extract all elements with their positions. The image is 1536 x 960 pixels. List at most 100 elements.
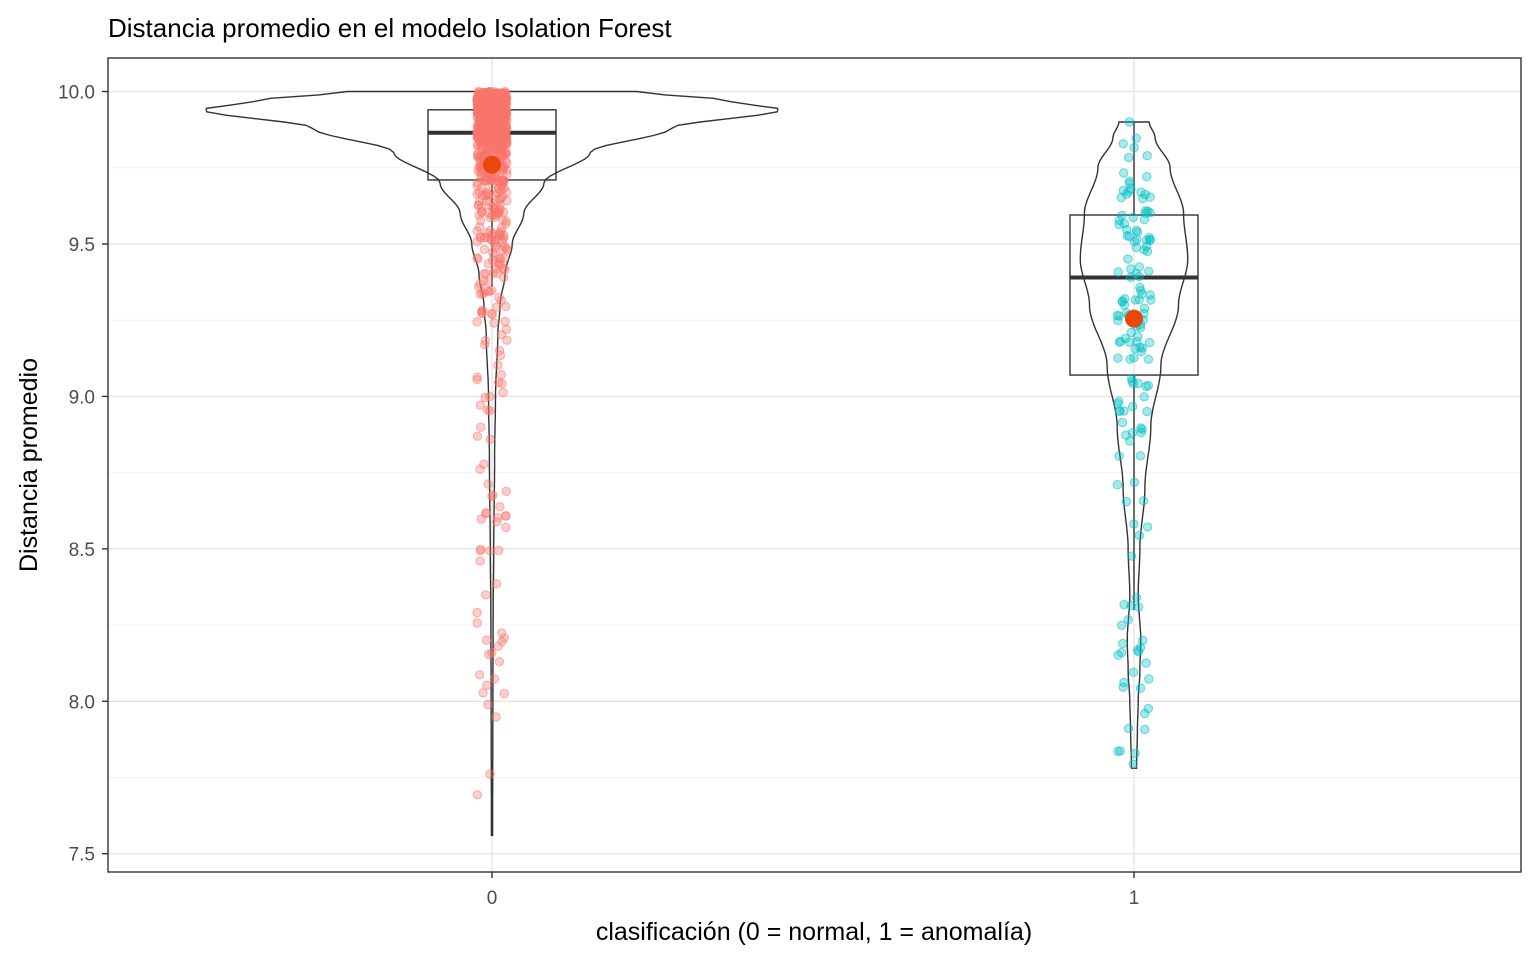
jitter-point-1 — [1141, 658, 1151, 668]
jitter-point-0 — [479, 142, 489, 153]
jitter-point-0 — [475, 289, 485, 299]
jitter-point-0 — [495, 502, 505, 512]
jitter-point-1 — [1112, 480, 1123, 490]
jitter-point-1 — [1134, 295, 1144, 305]
jitter-point-1 — [1142, 406, 1152, 417]
jitter-point-1 — [1132, 227, 1143, 237]
jitter-point-0 — [477, 307, 487, 318]
jitter-point-0 — [483, 699, 493, 710]
jitter-point-0 — [499, 183, 509, 193]
jitter-point-1 — [1127, 551, 1137, 561]
jitter-point-1 — [1145, 192, 1155, 202]
jitter-point-1 — [1135, 342, 1145, 352]
jitter-point-1 — [1119, 168, 1129, 178]
jitter-point-0 — [495, 350, 506, 361]
jitter-point-0 — [494, 657, 505, 667]
x-axis-title: clasificación (0 = normal, 1 = anomalía) — [596, 918, 1032, 946]
jitter-point-1 — [1132, 337, 1142, 347]
jitter-point-1 — [1146, 295, 1156, 305]
jitter-point-0 — [475, 400, 485, 410]
jitter-point-1 — [1140, 206, 1151, 216]
jitter-point-0 — [472, 253, 482, 263]
jitter-point-0 — [482, 680, 492, 690]
jitter-point-0 — [500, 137, 510, 147]
jitter-point-1 — [1127, 401, 1138, 412]
jitter-point-0 — [472, 607, 482, 618]
jitter-point-1 — [1139, 392, 1149, 402]
jitter-point-0 — [482, 228, 492, 238]
jitter-point-1 — [1129, 477, 1140, 488]
jitter-point-1 — [1138, 635, 1148, 646]
jitter-point-0 — [494, 231, 504, 241]
y-tick-label: 8.0 — [69, 692, 95, 713]
jitter-point-0 — [474, 670, 485, 680]
mean-points — [483, 155, 1143, 328]
jitter-point-1 — [1117, 620, 1127, 630]
jitter-point-1 — [1114, 451, 1124, 461]
jitter-point-0 — [472, 790, 483, 800]
jitter-point-0 — [502, 335, 512, 345]
jitter-point-0 — [491, 579, 502, 589]
jitter-point-1 — [1135, 683, 1146, 693]
jitter-point-0 — [500, 316, 510, 327]
jitter-point-0 — [499, 103, 509, 113]
jitter-point-0 — [496, 137, 507, 148]
jitter-point-1 — [1135, 451, 1146, 461]
jitter-point-0 — [493, 360, 503, 370]
jitter-point-1 — [1114, 215, 1125, 226]
jitter-point-1 — [1118, 638, 1128, 649]
jitter-point-0 — [476, 514, 486, 524]
jitter-point-0 — [480, 268, 491, 279]
jitter-point-1 — [1142, 172, 1152, 182]
jitter-point-0 — [489, 674, 500, 684]
jitter-point-0 — [472, 180, 482, 191]
jitter-point-1 — [1128, 212, 1138, 223]
jitter-point-1 — [1113, 746, 1123, 756]
jitter-point-1 — [1113, 399, 1123, 409]
jitter-point-0 — [493, 641, 503, 651]
jitter-point-1 — [1139, 245, 1149, 255]
jitter-point-0 — [494, 259, 504, 269]
jitter-point-1 — [1144, 266, 1154, 276]
y-tick-label: 9.5 — [69, 235, 95, 256]
jitter-point-0 — [486, 175, 496, 186]
jitter-point-1 — [1119, 677, 1129, 688]
jitter-point-0 — [481, 590, 491, 600]
jitter-point-1 — [1128, 759, 1138, 769]
jitter-point-0 — [501, 486, 511, 496]
jitter-point-1 — [1126, 600, 1136, 611]
jitter-point-0 — [502, 115, 512, 125]
jitter-point-0 — [472, 372, 482, 382]
jitter-point-0 — [483, 112, 493, 123]
jitter-point-0 — [488, 490, 498, 500]
jitter-point-1 — [1144, 337, 1155, 348]
x-tick-label: 1 — [1129, 888, 1140, 909]
jitter-point-0 — [494, 208, 504, 218]
jitter-point-0 — [499, 688, 509, 699]
jitter-point-0 — [485, 434, 495, 445]
jitter-points — [472, 86, 1156, 800]
jitter-point-0 — [492, 517, 502, 527]
jitter-point-0 — [474, 187, 484, 198]
jitter-point-1 — [1134, 262, 1145, 272]
jitter-point-1 — [1140, 708, 1150, 719]
jitter-point-1 — [1142, 151, 1152, 161]
jitter-point-1 — [1114, 311, 1124, 321]
jitter-point-0 — [484, 94, 495, 104]
jitter-point-0 — [475, 279, 485, 289]
y-tick-label: 9.0 — [69, 387, 95, 408]
jitter-point-1 — [1129, 519, 1139, 529]
jitter-point-1 — [1124, 152, 1134, 163]
jitter-point-0 — [477, 202, 487, 212]
jitter-point-1 — [1131, 242, 1142, 253]
jitter-point-1 — [1131, 592, 1142, 603]
jitter-point-1 — [1113, 650, 1123, 660]
jitter-point-0 — [472, 92, 482, 102]
jitter-point-0 — [501, 522, 511, 533]
jitter-point-1 — [1119, 600, 1129, 610]
jitter-point-0 — [491, 712, 501, 722]
jitter-point-1 — [1138, 496, 1149, 506]
jitter-point-0 — [501, 324, 511, 334]
jitter-point-0 — [481, 635, 492, 645]
jitter-point-1 — [1129, 353, 1139, 363]
